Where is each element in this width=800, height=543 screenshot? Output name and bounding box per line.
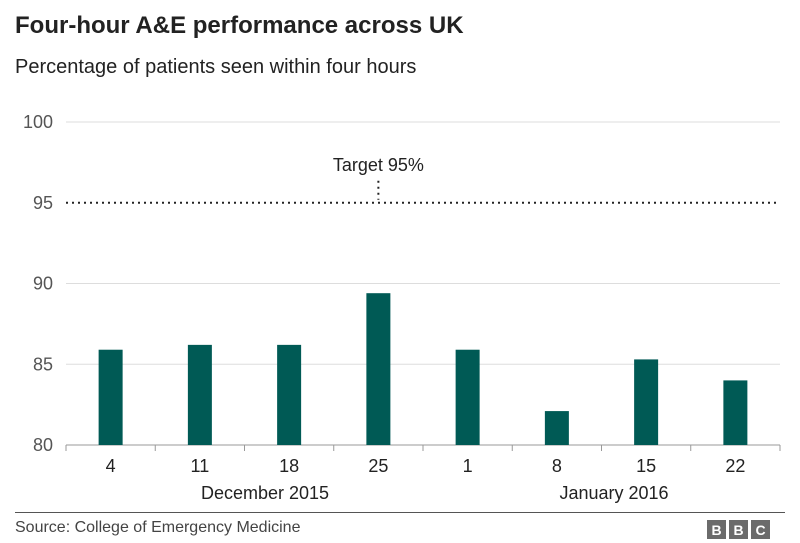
footer-divider [15, 512, 785, 513]
y-tick-label: 80 [33, 435, 53, 455]
x-tick-label: 15 [636, 456, 656, 476]
bar [98, 349, 123, 445]
y-tick-label: 95 [33, 193, 53, 213]
bar [544, 411, 569, 445]
logo-letter: B [729, 520, 748, 539]
y-tick-label: 85 [33, 354, 53, 374]
bar [634, 359, 659, 445]
month-label-december: December 2015 [201, 483, 329, 503]
x-tick-label: 1 [463, 456, 473, 476]
chart-title: Four-hour A&E performance across UK [15, 12, 464, 39]
bar [723, 380, 748, 445]
bar [277, 344, 302, 445]
x-tick-label: 22 [725, 456, 745, 476]
source-note: Source: College of Emergency Medicine [15, 519, 301, 536]
bar [187, 344, 212, 445]
x-tick-label: 18 [279, 456, 299, 476]
chart-subtitle: Percentage of patients seen within four … [15, 56, 417, 78]
month-label-january: January 2016 [559, 483, 668, 503]
bar [455, 349, 480, 445]
logo-letter: B [707, 520, 726, 539]
y-tick-label: 90 [33, 274, 53, 294]
x-tick-label: 25 [368, 456, 388, 476]
x-tick-label: 8 [552, 456, 562, 476]
bar [366, 293, 391, 445]
x-tick-label: 4 [106, 456, 116, 476]
target-label: Target 95% [333, 155, 424, 175]
x-tick-label: 11 [191, 456, 210, 476]
logo-letter: C [751, 520, 770, 539]
y-tick-label: 100 [23, 112, 53, 132]
bbc-logo: B B C [707, 520, 770, 539]
